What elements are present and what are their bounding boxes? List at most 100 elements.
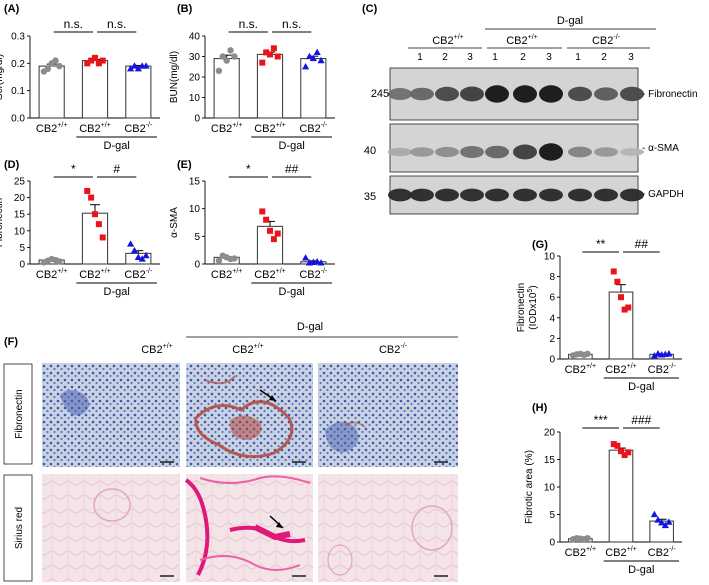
y-tick-label: 0 — [194, 260, 200, 271]
treatment-label: D-gal — [104, 286, 130, 298]
panel-letters: (A) (B) (C) (D) (E) (G) (F) (H) — [4, 3, 548, 414]
histo-image-fib-1 — [42, 363, 180, 467]
blot-band — [410, 188, 434, 202]
svg-text:CB2+/+: CB2+/+ — [506, 34, 538, 47]
data-point — [99, 57, 106, 64]
bar — [608, 449, 634, 543]
data-point — [650, 510, 659, 518]
data-point — [88, 57, 95, 64]
y-tick-label: 15 — [189, 177, 201, 188]
x-tick-label: CB2-/- — [648, 363, 677, 376]
y-tick-label: 30 — [189, 52, 201, 63]
histo-image-sr-1 — [42, 474, 180, 582]
significance-label: ** — [596, 237, 606, 251]
data-point — [215, 257, 223, 264]
y-axis-label-unit: (IODx105) — [527, 285, 539, 329]
data-point — [270, 45, 277, 52]
blot-band — [620, 148, 644, 156]
data-point — [130, 246, 139, 254]
panel-letter-b: (B) — [177, 3, 193, 15]
x-tick-label: CB2+/+ — [36, 268, 68, 281]
y-tick-label: 5 — [549, 510, 555, 521]
data-point — [610, 268, 617, 275]
x-tick-label: CB2+/+ — [565, 546, 597, 559]
wb-lane-7: 1 — [575, 52, 581, 63]
blot-band — [460, 146, 484, 158]
x-tick-label: CB2+/+ — [211, 122, 243, 135]
y-tick-label: 0.1 — [11, 86, 25, 97]
blot-band — [594, 147, 618, 157]
significance-label: ## — [285, 162, 299, 176]
data-point — [270, 236, 277, 243]
blot-band — [460, 188, 484, 202]
data-point — [650, 352, 659, 359]
chart-d-fibronectin: 0 5 10 15 20 25 Fibronectin * # CB2+/+ CB2+/+ CB2-/… — [0, 162, 160, 298]
blot-band — [620, 188, 644, 202]
data-point — [142, 62, 150, 69]
x-tick-label: CB2+/+ — [605, 546, 637, 559]
x-tick-label: CB2-/- — [124, 268, 153, 281]
significance-label: * — [246, 162, 251, 176]
data-point — [267, 227, 273, 234]
wb-lane-5: 2 — [520, 52, 526, 63]
data-point — [584, 350, 591, 358]
bar — [125, 65, 152, 119]
blot-band — [410, 147, 434, 157]
data-point — [56, 62, 63, 70]
data-point — [44, 65, 51, 73]
x-tick-label: CB2-/- — [299, 122, 328, 135]
x-tick-label: CB2+/+ — [36, 122, 68, 135]
blot-band — [620, 86, 644, 102]
data-point — [618, 448, 624, 455]
panel-letter-c: (C) — [362, 3, 378, 15]
y-tick-label: 10 — [14, 226, 26, 237]
svg-text:Sirius red: Sirius red — [14, 507, 25, 549]
y-tick-label: 0.3 — [11, 32, 25, 43]
data-point — [625, 304, 632, 311]
blot-band — [513, 85, 537, 103]
y-axis-label: Fibrotic area (%) — [524, 450, 535, 524]
svg-text:CB2+/+: CB2+/+ — [432, 34, 464, 47]
blot-band — [410, 87, 434, 101]
histo-row-label-sirius-red: Sirius red — [3, 474, 33, 582]
chart-a-scr: 0.0 0.1 0.2 0.3 Scr(mg/dl) n.s. n.s. CB2+/+ CB2+… — [0, 17, 160, 152]
y-tick-label: 20 — [14, 193, 26, 204]
data-point — [614, 442, 621, 449]
significance-label: n.s. — [64, 17, 83, 31]
treatment-label: D-gal — [628, 564, 654, 576]
histo-image-sr-2 — [184, 474, 313, 582]
data-point — [92, 54, 98, 61]
y-tick-label: 0 — [194, 114, 200, 125]
blot-band — [568, 86, 592, 102]
blot-band — [485, 188, 509, 202]
data-point — [130, 62, 139, 69]
data-point — [665, 518, 673, 525]
data-point — [223, 57, 230, 64]
significance-label: *** — [594, 413, 608, 427]
y-tick-label: 0 — [549, 355, 555, 366]
bar — [81, 60, 109, 119]
wb-group-label-3: CB2-/- — [567, 34, 650, 49]
data-point — [138, 255, 146, 262]
wb-lane-9: 3 — [628, 52, 634, 63]
wb-group-label-2: CB2+/+ — [487, 34, 562, 49]
x-tick-label: CB2+/+ — [254, 122, 286, 135]
wb-lane-6: 3 — [546, 52, 552, 63]
y-tick-label: 0.2 — [11, 59, 25, 70]
data-point — [127, 240, 135, 247]
data-point — [263, 49, 270, 56]
data-point — [142, 251, 150, 259]
histo-image-sr-3 — [318, 474, 458, 582]
significance-label: ### — [631, 413, 651, 427]
blot-band — [568, 146, 592, 158]
wb-lane-8: 2 — [601, 52, 607, 63]
x-tick-label: CB2-/- — [299, 268, 328, 281]
y-tick-label: 5 — [194, 232, 200, 243]
blot-band — [388, 188, 412, 202]
blot-band — [568, 188, 592, 202]
y-axis-label: α-SMA — [169, 207, 180, 238]
y-tick-label: 10 — [189, 93, 201, 104]
data-point — [584, 534, 591, 542]
y-tick-label: 0 — [549, 538, 555, 549]
data-point — [134, 253, 142, 260]
